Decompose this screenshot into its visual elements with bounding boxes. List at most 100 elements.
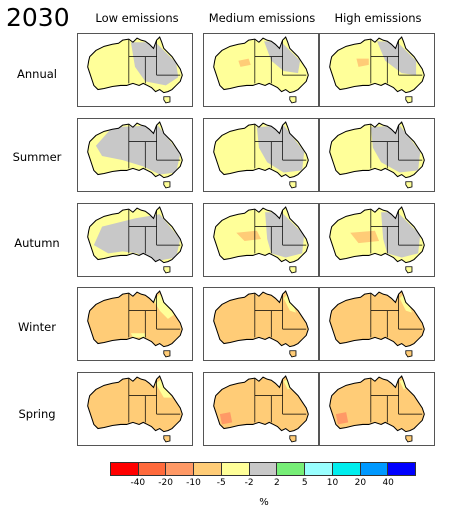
state-borders xyxy=(128,378,181,423)
change-region-0 xyxy=(155,379,173,398)
map-panel-annual-low xyxy=(77,33,193,107)
state-borders xyxy=(370,378,423,423)
australia-map xyxy=(329,121,425,189)
mainland-fill xyxy=(213,376,309,432)
change-region-0 xyxy=(130,42,179,86)
mainland-fill xyxy=(329,291,425,347)
state-borders xyxy=(370,124,423,169)
australia-map xyxy=(329,375,425,443)
legend-swatch-9 xyxy=(360,463,389,475)
change-region-0 xyxy=(95,125,181,175)
change-region-0 xyxy=(153,294,175,319)
legend-swatch-7 xyxy=(305,463,333,475)
coastline xyxy=(329,290,425,348)
coastline xyxy=(87,375,183,433)
legend-tick-label: 5 xyxy=(301,478,308,488)
row-header-annual: Annual xyxy=(17,67,57,81)
change-region-1 xyxy=(356,58,369,67)
australia-map xyxy=(87,290,183,358)
legend-swatch-8 xyxy=(332,463,361,475)
tasmania xyxy=(405,350,413,358)
state-borders xyxy=(128,124,181,169)
coastline xyxy=(87,36,183,94)
tasmania xyxy=(405,96,413,104)
change-region-0 xyxy=(265,212,305,258)
tasmania xyxy=(163,266,171,274)
column-header-medium: Medium emissions xyxy=(208,11,316,25)
map-panel-autumn-high xyxy=(319,203,435,277)
coastline xyxy=(87,290,183,348)
australia-map xyxy=(329,36,425,104)
tasmania xyxy=(289,350,297,358)
australia-map xyxy=(213,36,309,104)
coastline xyxy=(329,121,425,179)
tasmania xyxy=(163,350,171,358)
coastline xyxy=(329,375,425,433)
legend-swatch-4 xyxy=(221,463,250,475)
legend-swatch-10 xyxy=(388,463,416,475)
change-region-0 xyxy=(335,412,349,425)
state-borders xyxy=(370,293,423,338)
tasmania xyxy=(289,266,297,274)
australia-map xyxy=(213,121,309,189)
map-panel-spring-high xyxy=(319,372,435,446)
coastline xyxy=(329,206,425,264)
australia-map xyxy=(213,290,309,358)
legend-swatch-0 xyxy=(111,463,139,475)
australia-map xyxy=(329,290,425,358)
map-panel-summer-low xyxy=(77,118,193,192)
coastline xyxy=(213,36,309,94)
change-region-0 xyxy=(283,294,296,313)
tasmania xyxy=(163,181,171,189)
state-borders xyxy=(254,209,307,254)
map-panel-annual-med xyxy=(203,33,319,107)
legend-tick-label: 2 xyxy=(274,478,280,488)
map-panel-winter-low xyxy=(77,287,193,361)
legend-tick-label: -2 xyxy=(244,478,254,488)
map-panel-summer-med xyxy=(203,118,319,192)
change-region-0 xyxy=(93,214,181,262)
row-header-spring: Spring xyxy=(18,407,56,421)
state-borders xyxy=(254,378,307,423)
coastline xyxy=(213,121,309,179)
legend-tick-label: 10 xyxy=(326,478,339,488)
legend-tick-label: 20 xyxy=(354,478,367,488)
change-region-1 xyxy=(350,230,380,244)
coastline xyxy=(213,375,309,433)
legend-swatch-1 xyxy=(138,463,167,475)
row-header-autumn: Autumn xyxy=(14,236,60,250)
mainland-fill xyxy=(329,376,425,432)
change-region-0 xyxy=(377,41,417,76)
tasmania xyxy=(405,435,413,443)
mainland-fill xyxy=(87,376,183,432)
state-borders xyxy=(254,124,307,169)
legend-swatch-5 xyxy=(249,463,278,475)
change-region-0 xyxy=(264,41,301,74)
state-borders xyxy=(254,293,307,338)
state-borders xyxy=(128,39,181,84)
map-panel-autumn-low xyxy=(77,203,193,277)
map-panel-winter-high xyxy=(319,287,435,361)
map-panel-summer-high xyxy=(319,118,435,192)
map-panel-annual-high xyxy=(319,33,435,107)
tasmania xyxy=(163,96,171,104)
change-region-1 xyxy=(238,58,251,67)
legend-swatch-3 xyxy=(194,463,222,475)
legend-unit: % xyxy=(259,497,269,508)
coastline xyxy=(213,206,309,264)
change-region-0 xyxy=(381,212,421,258)
change-region-0 xyxy=(219,412,233,425)
state-borders xyxy=(128,209,181,254)
change-region-0 xyxy=(370,125,421,173)
legend-tick-label: -40 xyxy=(130,478,146,488)
australia-map xyxy=(87,36,183,104)
legend-tick-label: -5 xyxy=(216,478,226,488)
mainland-fill xyxy=(213,291,309,347)
change-region-1 xyxy=(130,333,146,338)
tasmania xyxy=(405,181,413,189)
coastline xyxy=(329,36,425,94)
colour-legend xyxy=(110,462,416,476)
australia-map xyxy=(329,206,425,274)
coastline xyxy=(87,206,183,264)
row-header-winter: Winter xyxy=(18,320,56,334)
